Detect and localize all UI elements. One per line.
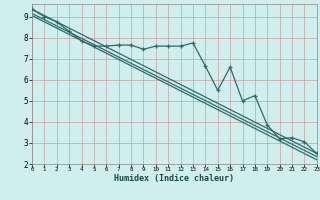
X-axis label: Humidex (Indice chaleur): Humidex (Indice chaleur) [115, 174, 234, 183]
